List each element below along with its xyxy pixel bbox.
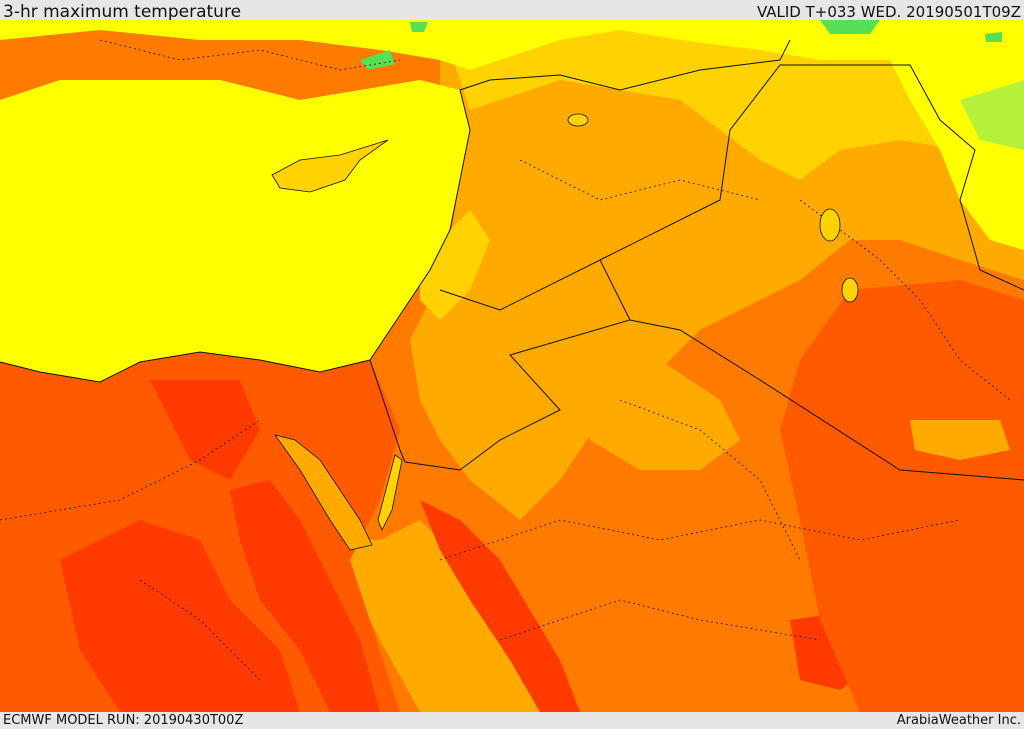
map-canvas [0, 20, 1024, 712]
yellow-north-region [0, 20, 1024, 80]
red-hot-zone-1 [150, 380, 260, 480]
red-hot-zone-2 [60, 520, 300, 712]
valid-time: VALID T+033 WED. 20190501T09Z [756, 3, 1021, 21]
green-patch-turkey [360, 50, 395, 70]
credit-label: ArabiaWeather Inc. [896, 713, 1021, 728]
map-footer: ECMWF MODEL RUN: 20190430T00Z ArabiaWeat… [0, 712, 1024, 729]
green-patch-ne2 [960, 80, 1024, 150]
green-patch-ne [820, 20, 880, 34]
lake-razazah [841, 277, 859, 303]
green-patch-far-ne [985, 32, 1002, 42]
orange-east-patch [910, 420, 1010, 460]
country-borders [0, 39, 1024, 481]
orange-patch [560, 360, 740, 470]
red-sea [274, 434, 373, 551]
green-patch-turkey2 [410, 22, 428, 32]
gulf-of-aqaba [377, 454, 403, 531]
temperature-map[interactable] [0, 20, 1024, 712]
yellow-northeast [880, 20, 1024, 250]
map-title: 3-hr maximum temperature [3, 2, 242, 22]
cyprus-island [271, 139, 389, 193]
orange-red-sea-region [340, 520, 540, 712]
light-orange-levant [420, 210, 490, 320]
red-orange-east [780, 280, 1024, 712]
orange-region [410, 20, 1024, 520]
model-run-label: ECMWF MODEL RUN: 20190430T00Z [3, 713, 244, 728]
lake-tharthar [819, 208, 841, 242]
lake-assad [567, 113, 589, 127]
red-hot-zone-3 [230, 480, 380, 712]
admin-boundaries [0, 39, 1011, 681]
map-header: 3-hr maximum temperature VALID T+033 WED… [0, 0, 1024, 22]
